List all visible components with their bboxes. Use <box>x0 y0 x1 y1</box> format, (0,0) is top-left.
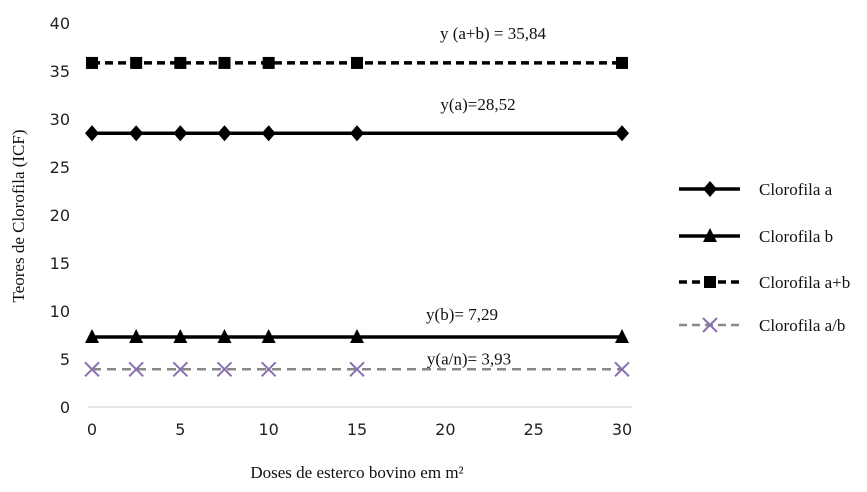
legend-label: Clorofila a+b <box>759 273 850 292</box>
equation-label: y (a+b) = 35,84 <box>440 24 547 43</box>
data-point-clorofila-a-b <box>84 361 100 377</box>
data-point-clorofila-a-b <box>128 361 144 377</box>
y-tick-label: 10 <box>50 302 70 321</box>
legend-marker <box>704 276 716 288</box>
x-tick-label: 10 <box>258 420 278 439</box>
series-clorofila-a-b <box>84 361 630 377</box>
x-tick-label: 25 <box>523 420 543 439</box>
data-point-clorofila-a <box>350 125 364 142</box>
data-point-clorofila-a-b <box>616 56 628 69</box>
data-point-clorofila-a <box>85 125 99 142</box>
data-point-clorofila-b <box>261 329 276 344</box>
legend-marker <box>702 317 718 333</box>
legend-item-clorofila-b: Clorofila b <box>679 227 833 246</box>
x-tick-label: 30 <box>612 420 632 439</box>
data-point-clorofila-a-b <box>349 361 365 377</box>
y-tick-label: 30 <box>50 110 70 129</box>
data-point-clorofila-a-b <box>351 56 363 69</box>
y-tick-label: 35 <box>50 62 70 81</box>
x-tick-label: 20 <box>435 420 455 439</box>
x-tick-label: 15 <box>347 420 367 439</box>
legend-label: Clorofila a <box>759 180 833 199</box>
data-point-clorofila-a <box>615 125 629 142</box>
data-point-clorofila-a-b <box>216 361 233 377</box>
equation-label: y(a)=28,52 <box>440 95 515 114</box>
series-clorofila-a <box>85 125 629 142</box>
x-tick-label: 5 <box>175 420 185 439</box>
data-point-clorofila-a-b <box>614 361 630 377</box>
data-point-clorofila-b <box>217 329 232 344</box>
data-point-clorofila-a-b <box>172 361 189 377</box>
data-point-clorofila-b <box>615 329 629 344</box>
y-tick-label: 5 <box>60 350 70 369</box>
data-point-clorofila-a-b <box>174 56 187 69</box>
y-tick-label: 15 <box>50 254 70 273</box>
x-axis-title: Doses de esterco bovino em m² <box>250 463 463 482</box>
data-point-clorofila-a <box>129 125 144 142</box>
x-tick-label: 0 <box>87 420 97 439</box>
legend-item-clorofila-a: Clorofila a <box>679 180 833 199</box>
legend-marker <box>703 228 717 242</box>
data-point-clorofila-a-b <box>86 56 98 69</box>
legend-label: Clorofila a/b <box>759 316 845 335</box>
series-clorofila-a-b <box>86 56 628 69</box>
data-point-clorofila-a-b <box>130 56 143 69</box>
series-clorofila-b <box>85 329 629 344</box>
legend-item-clorofila-a-b: Clorofila a+b <box>679 273 850 292</box>
legend-label: Clorofila b <box>759 227 833 246</box>
y-tick-label: 40 <box>50 14 70 33</box>
y-tick-label: 20 <box>50 206 70 225</box>
equation-label: y(b)= 7,29 <box>426 305 498 324</box>
data-point-clorofila-a <box>261 125 276 142</box>
y-tick-label: 25 <box>50 158 70 177</box>
data-point-clorofila-a-b <box>218 56 231 69</box>
equation-label: y(a/n)= 3,93 <box>427 349 511 368</box>
data-point-clorofila-a <box>173 125 188 142</box>
data-point-clorofila-b <box>85 329 99 344</box>
data-point-clorofila-a-b <box>262 56 275 69</box>
data-point-clorofila-b <box>129 329 144 344</box>
legend-marker <box>703 181 717 197</box>
data-point-clorofila-b <box>173 329 188 344</box>
data-point-clorofila-a-b <box>260 361 277 377</box>
legend-item-clorofila-a-b: Clorofila a/b <box>679 316 845 335</box>
y-tick-label: 0 <box>60 398 70 417</box>
data-point-clorofila-b <box>350 329 364 344</box>
y-axis-title: Teores de Clorofila (ICF) <box>9 129 28 302</box>
data-point-clorofila-a <box>217 125 232 142</box>
